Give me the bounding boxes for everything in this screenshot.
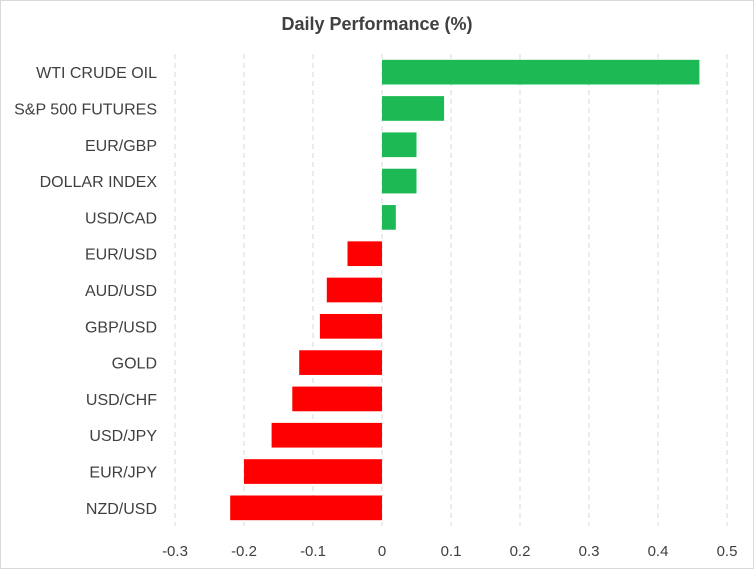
bar xyxy=(382,59,700,85)
bar xyxy=(326,277,382,303)
category-label: DOLLAR INDEX xyxy=(40,174,158,191)
category-label: USD/CHF xyxy=(86,392,157,409)
bar xyxy=(319,313,382,339)
x-tick-labels: -0.3 -0.2 -0.1 0 0.1 0.2 0.3 0.4 0.5 xyxy=(162,543,737,560)
bar xyxy=(244,459,382,484)
bar xyxy=(299,350,382,375)
category-label: EUR/GBP xyxy=(85,138,157,155)
category-label: GOLD xyxy=(112,356,157,373)
x-tick-label: 0.1 xyxy=(441,543,462,560)
x-tick-label: 0.4 xyxy=(648,543,669,560)
x-tick-label: 0.2 xyxy=(510,543,531,560)
bar xyxy=(382,132,417,158)
bars xyxy=(230,59,700,521)
x-tick-label: 0 xyxy=(378,543,386,560)
bar xyxy=(382,168,417,194)
bar xyxy=(382,96,445,121)
bar xyxy=(271,422,382,448)
gridlines xyxy=(174,54,728,526)
category-label: WTI CRUDE OIL xyxy=(36,65,157,82)
x-tick-label: -0.1 xyxy=(300,543,326,560)
x-tick-label: 0.5 xyxy=(717,543,738,560)
category-label: EUR/USD xyxy=(85,247,157,264)
bar xyxy=(292,386,382,412)
bar xyxy=(382,205,396,230)
category-label: USD/JPY xyxy=(89,428,157,445)
category-label: S&P 500 FUTURES xyxy=(14,101,157,118)
x-tick-label: -0.2 xyxy=(231,543,257,560)
x-tick-label: -0.3 xyxy=(162,543,188,560)
category-label: GBP/USD xyxy=(85,319,157,336)
bar xyxy=(230,495,382,521)
category-label: EUR/JPY xyxy=(89,465,157,482)
category-label: USD/CAD xyxy=(85,210,157,227)
chart-title: Daily Performance (%) xyxy=(281,14,473,34)
category-label: AUD/USD xyxy=(85,283,157,300)
category-label: NZD/USD xyxy=(86,501,157,518)
x-tick-label: 0.3 xyxy=(579,543,600,560)
bar xyxy=(347,241,382,267)
category-labels: WTI CRUDE OIL S&P 500 FUTURES EUR/GBP DOLLA… xyxy=(14,65,157,518)
